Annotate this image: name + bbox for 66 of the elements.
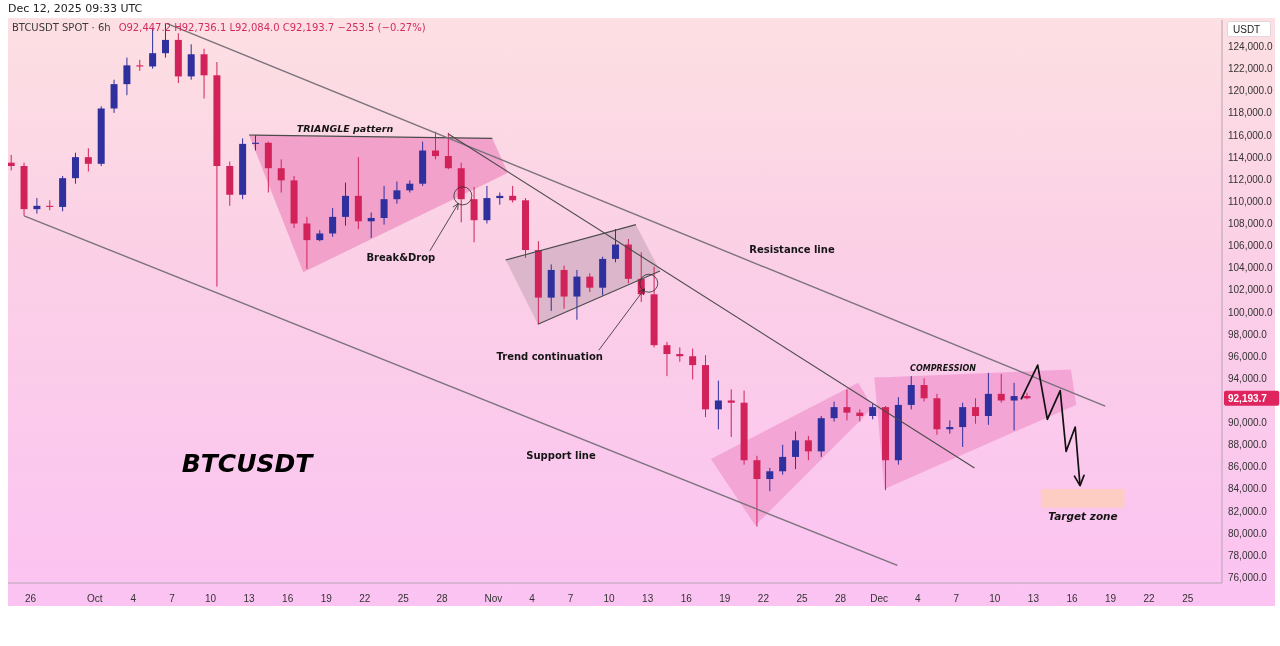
x-tick-label: 13 <box>243 593 256 605</box>
y-tick-label: 88,000.0 <box>1228 439 1268 451</box>
y-tick-label: 90,000.0 <box>1228 417 1268 429</box>
x-tick-label: 16 <box>1066 593 1078 605</box>
annotation: Support line <box>526 449 596 461</box>
x-tick-label: 22 <box>757 593 770 605</box>
y-axis-title: USDT <box>1233 24 1261 35</box>
y-tick-label: 102,000.0 <box>1228 284 1273 296</box>
annotation: COMPRESSION <box>910 363 976 373</box>
x-tick-label: 7 <box>567 593 574 605</box>
y-tick-label: 124,000.0 <box>1228 41 1273 53</box>
annotation: Target zone <box>1048 510 1118 523</box>
y-tick-label: 96,000.0 <box>1228 350 1268 362</box>
y-tick-label: 98,000.0 <box>1228 328 1268 340</box>
x-tick-label: 19 <box>719 593 731 605</box>
y-tick-label: 118,000.0 <box>1228 107 1273 119</box>
y-tick-label: 76,000.0 <box>1228 571 1268 583</box>
y-tick-label: 112,000.0 <box>1228 173 1273 185</box>
x-tick-label: 19 <box>1105 593 1117 605</box>
x-tick-label: 4 <box>130 593 137 605</box>
chart-title: BTCUSDT SPOT · 6h <box>12 22 111 33</box>
y-tick-label: 108,000.0 <box>1228 218 1273 230</box>
x-tick-label: 19 <box>320 593 333 605</box>
y-tick-label: 86,000.0 <box>1228 461 1268 473</box>
y-tick-label: 120,000.0 <box>1228 85 1273 97</box>
x-tick-label: 10 <box>204 593 217 605</box>
y-tick-label: 78,000.0 <box>1228 549 1268 561</box>
x-tick-label: 13 <box>1027 593 1040 605</box>
x-tick-label: 10 <box>603 593 616 605</box>
x-tick-label: Nov <box>484 593 503 605</box>
annotation: Break&Drop <box>366 251 436 263</box>
y-tick-label: 122,000.0 <box>1228 63 1273 75</box>
x-tick-label: 22 <box>1143 593 1156 605</box>
x-tick-label: Oct <box>87 593 103 605</box>
x-tick-label: 10 <box>989 593 1001 605</box>
x-tick-label: 13 <box>642 593 654 605</box>
y-tick-label: 104,000.0 <box>1228 262 1273 274</box>
y-tick-label: 114,000.0 <box>1228 151 1273 163</box>
x-tick-label: 16 <box>680 593 693 605</box>
y-tick-label: 84,000.0 <box>1228 483 1268 495</box>
x-tick-label: 4 <box>914 593 921 605</box>
y-tick-label: 100,000.0 <box>1228 306 1273 318</box>
y-tick-label: 106,000.0 <box>1228 240 1273 252</box>
y-tick-label: 116,000.0 <box>1228 129 1273 141</box>
y-tick-label: 92,193.7 <box>1228 392 1268 404</box>
annotation: BTCUSDT <box>181 449 313 479</box>
annotation: TRIANGLE pattern <box>296 122 394 134</box>
x-tick-label: 25 <box>397 593 410 605</box>
x-tick-label: 4 <box>529 593 536 605</box>
annotation: Trend continuation <box>496 350 604 362</box>
annotation: Resistance line <box>749 243 835 255</box>
text: Dec 12, 2025 09:33 UTC <box>8 2 143 15</box>
x-tick-label: 7 <box>953 593 960 605</box>
y-tick-label: 94,000.0 <box>1228 372 1268 384</box>
x-tick-label: 25 <box>1182 593 1194 605</box>
x-tick-label: 25 <box>796 593 808 605</box>
x-tick-label: 28 <box>834 593 847 605</box>
y-tick-label: 110,000.0 <box>1228 195 1273 207</box>
x-tick-label: Dec <box>870 593 889 605</box>
x-tick-label: 26 <box>24 593 37 605</box>
y-tick-label: 80,000.0 <box>1228 527 1268 539</box>
x-tick-label: 16 <box>282 593 294 605</box>
y-tick-label: 82,000.0 <box>1228 505 1268 517</box>
x-tick-label: 22 <box>359 593 371 605</box>
x-tick-label: 28 <box>436 593 448 605</box>
x-tick-label: 7 <box>169 593 176 605</box>
